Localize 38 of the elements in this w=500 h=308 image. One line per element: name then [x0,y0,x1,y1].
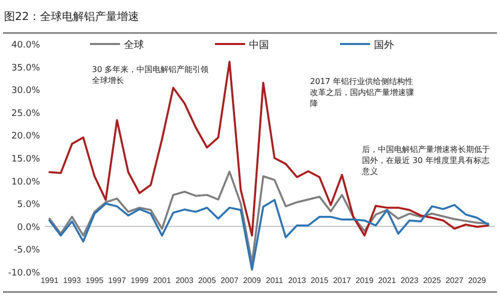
chart-title: 图22：全球电解铝产量增速 [4,10,139,23]
x-tick-label: 2015 [310,276,329,285]
annotation: 2017 年铝行业供给侧结构性改革之后，国内铝产量增速骤降 [310,76,415,109]
y-tick-label: -10.0% [8,268,40,278]
x-tick-label: 2017 [333,276,352,285]
legend-label: 国外 [374,40,394,51]
x-tick-label: 2013 [288,276,306,285]
y-tick-label: 0.0% [17,222,40,233]
x-tick-label: 2029 [468,276,486,285]
x-tick-label: 2025 [423,276,442,285]
y-tick-label: 5.0% [17,200,40,210]
y-tick-label: 25.0% [11,108,40,119]
x-tick-label: 2021 [378,276,396,285]
x-tick-label: 2019 [356,276,374,285]
x-tick-label: 2023 [400,276,419,285]
y-tick-label: -5.0% [14,246,40,256]
x-tick-label: 2027 [446,276,464,285]
x-tick-label: 1991 [40,276,59,285]
x-tick-label: 2001 [153,276,172,285]
x-tick-label: 1993 [63,276,82,285]
annotation: 30 多年来，中国电解铝产能引领全球增长 [92,64,210,86]
x-tick-label: 2005 [198,276,216,285]
legend-label: 中国 [249,39,269,51]
y-tick-label: 30.0% [11,86,40,96]
x-tick-label: 2009 [243,276,262,285]
y-tick-label: 20.0% [11,132,40,142]
annotation: 后，中国电解铝产量增速将长期低于国外，在最近 30 年维度里具有标志意义 [362,144,490,177]
x-tick-label: 1995 [86,276,104,285]
y-tick-label: 35.0% [11,63,40,74]
x-tick-label: 2011 [266,276,284,285]
y-tick-label: 10.0% [11,177,40,188]
x-tick-label: 2007 [220,276,239,285]
x-tick-label: 2003 [176,276,194,285]
y-tick-label: 40.0% [11,40,40,50]
x-tick-label: 1999 [130,276,149,285]
x-tick-label: 1997 [108,276,126,285]
legend-label: 全球 [124,39,144,51]
y-tick-label: 15.0% [11,154,40,164]
